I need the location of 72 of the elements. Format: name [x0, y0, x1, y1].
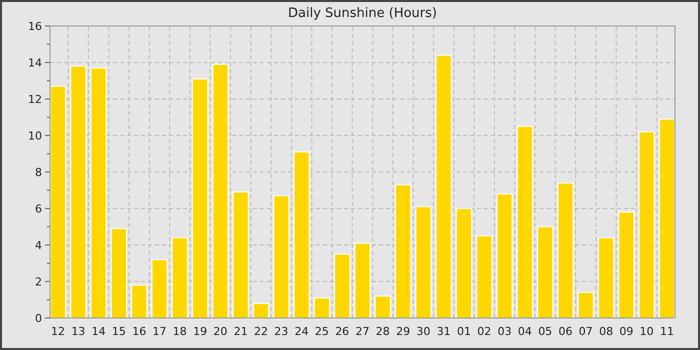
y-tick-label: 6: [35, 202, 42, 216]
bar: [374, 296, 391, 318]
bar: [516, 126, 533, 318]
x-tick-label: 11: [660, 325, 674, 338]
bar: [131, 284, 148, 318]
y-tick-label: 8: [35, 166, 42, 179]
x-tick-label: 22: [254, 325, 268, 338]
bar: [496, 193, 513, 318]
x-tick-label: 02: [477, 325, 492, 338]
bar: [658, 118, 676, 318]
x-tick-label: 15: [112, 325, 126, 338]
bar: [537, 226, 554, 318]
y-tick-label: 4: [35, 238, 42, 252]
x-tick-label: 06: [558, 325, 572, 338]
bar: [618, 212, 634, 318]
bar: [90, 67, 107, 318]
y-tick-label: 16: [28, 20, 42, 33]
x-tick-label: 13: [71, 325, 86, 338]
bar: [70, 66, 86, 318]
x-tick-label: 18: [172, 325, 187, 338]
bar: [212, 64, 229, 318]
bar: [557, 182, 574, 318]
x-tick-label: 26: [335, 325, 350, 338]
x-tick-label: 16: [132, 325, 146, 338]
bar: [436, 54, 452, 318]
bar: [598, 237, 614, 318]
bar: [415, 206, 432, 318]
bar: [293, 151, 310, 318]
bar: [151, 259, 168, 318]
bar: [394, 184, 412, 318]
y-tick-label: 14: [28, 56, 42, 70]
bar: [456, 208, 472, 318]
x-tick-label: 23: [274, 325, 288, 338]
x-tick-label: 10: [640, 325, 654, 338]
x-tick-label: 12: [51, 325, 66, 338]
bar: [334, 254, 350, 318]
bar: [172, 237, 188, 318]
x-tick-label: 20: [213, 325, 228, 338]
x-tick-label: 29: [396, 325, 410, 338]
x-tick-label: 01: [456, 325, 471, 338]
x-tick-label: 27: [356, 325, 370, 338]
bar: [314, 297, 330, 318]
y-tick-label: 10: [28, 129, 42, 142]
bar: [638, 131, 655, 318]
x-tick-label: 07: [578, 325, 593, 338]
bar: [476, 235, 492, 318]
chart-title: Daily Sunshine (Hours): [288, 6, 437, 21]
x-tick-label: 25: [314, 325, 329, 338]
bar: [192, 78, 208, 318]
x-tick-label: 21: [234, 325, 248, 338]
y-tick-label: 0: [35, 312, 42, 325]
bar: [110, 228, 128, 318]
bar: [273, 195, 290, 318]
x-tick-label: 17: [152, 325, 167, 338]
x-tick-label: 04: [518, 325, 532, 338]
x-tick-label: 09: [619, 325, 634, 338]
x-tick-label: 24: [294, 325, 309, 338]
y-tick-label: 12: [28, 92, 42, 106]
y-tick-label: 2: [35, 275, 42, 288]
x-tick-label: 30: [416, 325, 430, 338]
bar: [578, 292, 594, 318]
x-tick-label: 03: [498, 325, 512, 338]
x-tick-label: 19: [193, 325, 208, 338]
x-tick-label: 14: [92, 325, 106, 338]
x-tick-label: 31: [436, 325, 451, 338]
bar: [232, 192, 249, 318]
bar: [354, 242, 371, 318]
x-tick-label: 08: [599, 325, 614, 338]
bar: [50, 86, 66, 318]
x-tick-label: 05: [538, 325, 552, 338]
bar: [252, 302, 270, 318]
x-tick-label: 28: [376, 325, 390, 338]
